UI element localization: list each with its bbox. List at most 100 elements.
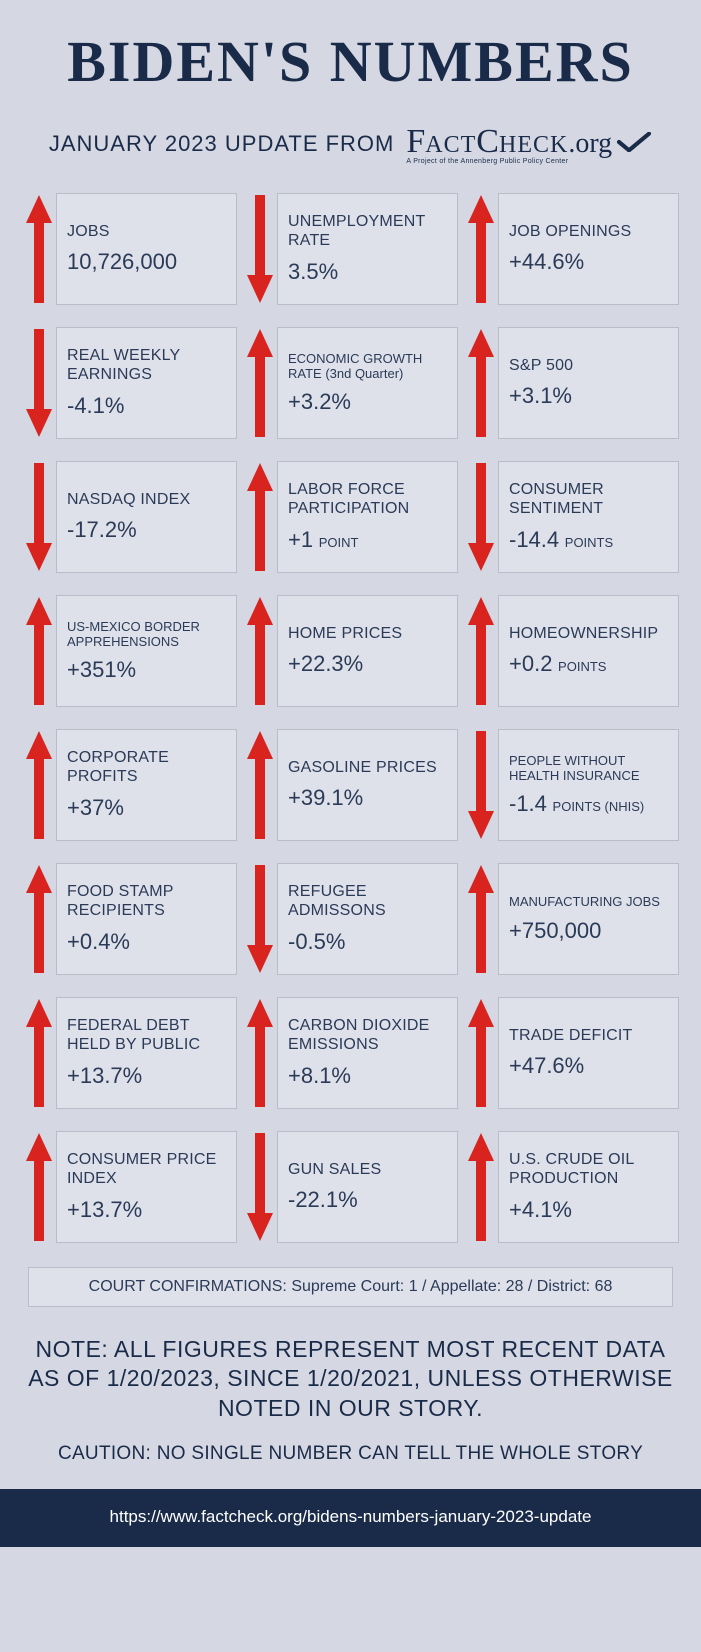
stat-value: +750,000 (509, 918, 668, 944)
arrow-wrap (243, 863, 277, 975)
stat-label: NASDAQ INDEX (67, 491, 226, 510)
stat-value: +351% (67, 657, 226, 683)
stat-label: PEOPLE WITHOUT HEALTH INSURANCE (509, 753, 668, 784)
stat-label: S&P 500 (509, 357, 668, 376)
stat-label: FEDERAL DEBT HELD BY PUBLIC (67, 1017, 226, 1055)
logo-subtitle: A Project of the Annenberg Public Policy… (406, 158, 568, 165)
stat-card-body: TRADE DEFICIT+47.6% (498, 997, 679, 1109)
stat-unit: POINTS (NHIS) (549, 799, 644, 814)
stat-card: JOBS10,726,000 (22, 193, 237, 305)
stat-card: HOMEOWNERSHIP+0.2 POINTS (464, 595, 679, 707)
stat-label: REFUGEE ADMISSONS (288, 883, 447, 921)
arrow-down-icon (245, 863, 275, 975)
stat-value: +39.1% (288, 785, 447, 811)
stat-card-body: JOB OPENINGS+44.6% (498, 193, 679, 305)
stat-card-body: S&P 500+3.1% (498, 327, 679, 439)
stat-card-body: LABOR FORCE PARTICIPATION+1 POINT (277, 461, 458, 573)
checkmark-icon (616, 132, 652, 152)
arrow-down-icon (24, 327, 54, 439)
arrow-wrap (464, 997, 498, 1109)
infographic: BIDEN'S NUMBERS JANUARY 2023 UPDATE FROM… (0, 0, 701, 1547)
arrow-wrap (464, 327, 498, 439)
stat-label: CONSUMER PRICE INDEX (67, 1151, 226, 1189)
stat-value: -22.1% (288, 1187, 447, 1213)
stat-card-body: REFUGEE ADMISSONS-0.5% (277, 863, 458, 975)
stat-label: CONSUMER SENTIMENT (509, 481, 668, 519)
stat-card-body: GUN SALES-22.1% (277, 1131, 458, 1243)
stat-card-body: HOMEOWNERSHIP+0.2 POINTS (498, 595, 679, 707)
arrow-down-icon (466, 729, 496, 841)
arrow-wrap (22, 461, 56, 573)
stat-label: GASOLINE PRICES (288, 759, 447, 778)
arrow-down-icon (24, 461, 54, 573)
stat-card: S&P 500+3.1% (464, 327, 679, 439)
arrow-up-icon (24, 595, 54, 707)
arrow-wrap (464, 1131, 498, 1243)
stat-label: ECONOMIC GROWTH RATE (3nd Quarter) (288, 351, 447, 382)
stat-card-body: CONSUMER PRICE INDEX +13.7% (56, 1131, 237, 1243)
stat-card: GASOLINE PRICES +39.1% (243, 729, 458, 841)
arrow-wrap (243, 327, 277, 439)
stat-value: -1.4 POINTS (NHIS) (509, 791, 668, 817)
arrow-wrap (243, 729, 277, 841)
arrow-up-icon (24, 997, 54, 1109)
stat-value: +8.1% (288, 1063, 447, 1089)
arrow-up-icon (466, 997, 496, 1109)
stat-value: +13.7% (67, 1197, 226, 1223)
arrow-up-icon (24, 863, 54, 975)
stat-card: LABOR FORCE PARTICIPATION+1 POINT (243, 461, 458, 573)
stat-card-body: NASDAQ INDEX-17.2% (56, 461, 237, 573)
arrow-up-icon (245, 595, 275, 707)
stat-label: US-MEXICO BORDER APPREHENSIONS (67, 619, 226, 650)
arrow-wrap (22, 595, 56, 707)
arrow-wrap (243, 595, 277, 707)
court-confirmations: COURT CONFIRMATIONS: Supreme Court: 1 / … (28, 1267, 673, 1307)
note-text: NOTE: ALL FIGURES REPRESENT MOST RECENT … (0, 1307, 701, 1427)
stat-label: MANUFACTURING JOBS (509, 894, 668, 909)
stat-card: PEOPLE WITHOUT HEALTH INSURANCE -1.4 POIN… (464, 729, 679, 841)
factcheck-logo: FACTCHECK.org A Project of the Annenberg… (406, 123, 652, 165)
stat-card: MANUFACTURING JOBS +750,000 (464, 863, 679, 975)
stat-card-body: CARBON DIOXIDE EMISSIONS +8.1% (277, 997, 458, 1109)
stat-card: REFUGEE ADMISSONS-0.5% (243, 863, 458, 975)
stat-value: -4.1% (67, 393, 226, 419)
footer-url: https://www.factcheck.org/bidens-numbers… (0, 1489, 701, 1547)
stat-label: CARBON DIOXIDE EMISSIONS (288, 1017, 447, 1055)
stat-label: JOB OPENINGS (509, 223, 668, 242)
arrow-down-icon (466, 461, 496, 573)
arrow-down-icon (245, 1131, 275, 1243)
stat-value: +3.2% (288, 389, 447, 415)
logo-main: FACTCHECK.org (406, 123, 652, 161)
stat-card: CONSUMER PRICE INDEX +13.7% (22, 1131, 237, 1243)
stats-grid: JOBS10,726,000 UNEMPLOYMENT RATE 3.5% JOB… (0, 193, 701, 1243)
stat-card-body: MANUFACTURING JOBS +750,000 (498, 863, 679, 975)
arrow-up-icon (466, 1131, 496, 1243)
stat-label: LABOR FORCE PARTICIPATION (288, 481, 447, 519)
arrow-up-icon (466, 863, 496, 975)
arrow-up-icon (466, 193, 496, 305)
stat-unit: POINT (315, 535, 358, 550)
arrow-wrap (22, 997, 56, 1109)
stat-card: US-MEXICO BORDER APPREHENSIONS +351% (22, 595, 237, 707)
stat-card-body: FEDERAL DEBT HELD BY PUBLIC+13.7% (56, 997, 237, 1109)
stat-card-body: ECONOMIC GROWTH RATE (3nd Quarter) +3.2% (277, 327, 458, 439)
arrow-wrap (464, 193, 498, 305)
stat-label: UNEMPLOYMENT RATE (288, 213, 447, 251)
stat-unit: POINTS (554, 659, 606, 674)
stat-card: UNEMPLOYMENT RATE 3.5% (243, 193, 458, 305)
arrow-wrap (464, 863, 498, 975)
stat-card: ECONOMIC GROWTH RATE (3nd Quarter) +3.2% (243, 327, 458, 439)
stat-card: NASDAQ INDEX-17.2% (22, 461, 237, 573)
stat-label: FOOD STAMP RECIPIENTS (67, 883, 226, 921)
subheader: JANUARY 2023 UPDATE FROM FACTCHECK.org A… (0, 105, 701, 193)
stat-card: FOOD STAMP RECIPIENTS +0.4% (22, 863, 237, 975)
stat-value: +0.4% (67, 929, 226, 955)
stat-card-body: JOBS10,726,000 (56, 193, 237, 305)
arrow-wrap (243, 193, 277, 305)
arrow-up-icon (24, 1131, 54, 1243)
arrow-up-icon (24, 193, 54, 305)
stat-value: 3.5% (288, 259, 447, 285)
arrow-down-icon (245, 193, 275, 305)
arrow-up-icon (245, 997, 275, 1109)
arrow-up-icon (466, 327, 496, 439)
